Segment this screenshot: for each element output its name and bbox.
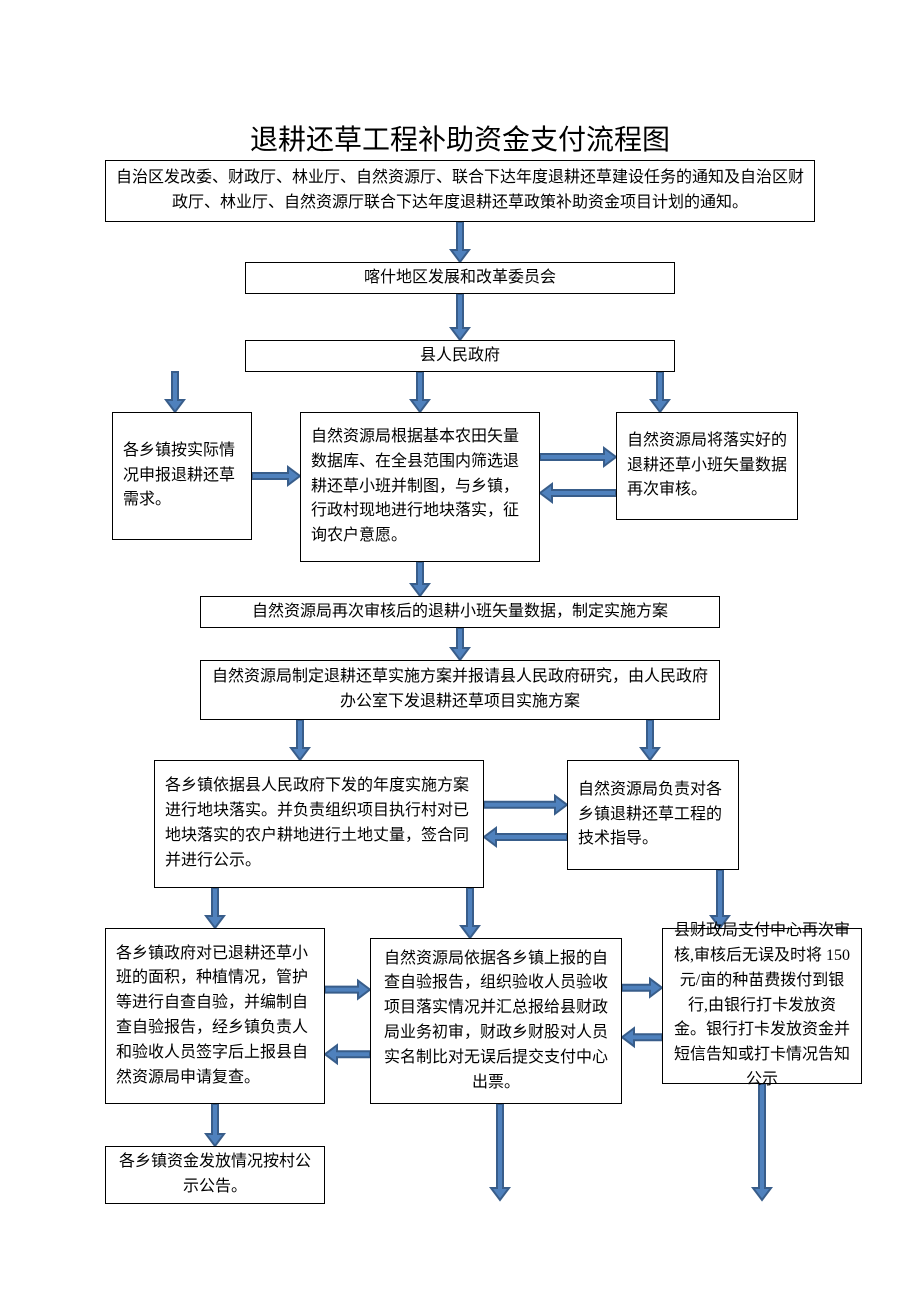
flow-arrow <box>451 628 469 660</box>
flow-node-n7: 自然资源局再次审核后的退耕小班矢量数据，制定实施方案 <box>200 596 720 628</box>
flow-node-text: 自然资源局依据各乡镇上报的自查自验报告，组织验收人员验收项目落实情况并汇总报给县… <box>381 947 611 1096</box>
chart-title: 退耕还草工程补助资金支付流程图 <box>0 118 920 158</box>
flow-arrow <box>291 720 309 760</box>
flow-arrow <box>451 222 469 262</box>
flow-node-n8: 自然资源局制定退耕还草实施方案并报请县人民政府研究，由人民政府办公室下发退耕还草… <box>200 660 720 720</box>
flow-node-text: 县财政局支付中心再次审核,审核后无误及时将 150元/亩的种苗费拨付到银行,由银… <box>673 919 851 1093</box>
flow-node-text: 自然资源局将落实好的退耕还草小班矢量数据再次审核。 <box>627 429 787 503</box>
flow-node-text: 各乡镇资金发放情况按村公示公告。 <box>116 1150 314 1200</box>
flow-node-n14: 各乡镇资金发放情况按村公示公告。 <box>105 1146 325 1204</box>
flow-node-text: 自然资源局根据基本农田矢量数据库、在全县范围内筛选退耕还草小班并制图，与乡镇，行… <box>311 425 529 549</box>
flow-arrow <box>484 796 567 814</box>
flow-node-text: 自然资源局再次审核后的退耕小班矢量数据，制定实施方案 <box>252 600 668 625</box>
flow-node-n5: 自然资源局根据基本农田矢量数据库、在全县范围内筛选退耕还草小班并制图，与乡镇，行… <box>300 412 540 562</box>
flow-arrow <box>461 888 479 938</box>
flow-node-n12: 自然资源局依据各乡镇上报的自查自验报告，组织验收人员验收项目落实情况并汇总报给县… <box>370 938 622 1104</box>
flow-arrow <box>651 372 669 412</box>
flow-arrow <box>622 1028 662 1046</box>
flow-node-text: 各乡镇依据县人民政府下发的年度实施方案进行地块落实。并负责组织项目执行村对已地块… <box>165 774 473 873</box>
flow-arrow <box>325 981 370 999</box>
flow-node-n6: 自然资源局将落实好的退耕还草小班矢量数据再次审核。 <box>616 412 798 520</box>
flow-arrow <box>411 562 429 596</box>
flow-arrow <box>641 720 659 760</box>
flow-node-n10: 自然资源局负责对各乡镇退耕还草工程的技术指导。 <box>567 760 739 870</box>
flow-arrow <box>411 372 429 412</box>
flow-node-text: 自治区发改委、财政厅、林业厅、自然资源厅、联合下达年度退耕还草建设任务的通知及自… <box>116 166 804 216</box>
flow-node-text: 县人民政府 <box>420 344 500 369</box>
flowchart-canvas: 退耕还草工程补助资金支付流程图 自治区发改委、财政厅、林业厅、自然资源厅、联合下… <box>0 0 920 1301</box>
flow-arrow <box>622 979 662 997</box>
flow-arrow <box>166 372 184 412</box>
flow-arrow <box>484 828 567 846</box>
flow-node-text: 喀什地区发展和改革委员会 <box>364 266 556 291</box>
flow-node-n3: 县人民政府 <box>245 340 675 372</box>
flow-arrow <box>206 888 224 928</box>
flow-node-text: 各乡镇按实际情况申报退耕还草需求。 <box>123 439 241 513</box>
flow-node-text: 自然资源局负责对各乡镇退耕还草工程的技术指导。 <box>578 778 728 852</box>
flow-node-n4: 各乡镇按实际情况申报退耕还草需求。 <box>112 412 252 540</box>
flow-node-text: 各乡镇政府对已退耕还草小班的面积，种植情况，管护等进行自查自验，并编制自查自验报… <box>116 942 314 1091</box>
flow-arrow <box>540 484 616 502</box>
flow-node-n1: 自治区发改委、财政厅、林业厅、自然资源厅、联合下达年度退耕还草建设任务的通知及自… <box>105 160 815 222</box>
flow-node-n13: 县财政局支付中心再次审核,审核后无误及时将 150元/亩的种苗费拨付到银行,由银… <box>662 928 862 1084</box>
flow-node-n2: 喀什地区发展和改革委员会 <box>245 262 675 294</box>
flow-arrow <box>540 448 616 466</box>
flow-arrow <box>753 1084 771 1200</box>
flow-arrow <box>491 1104 509 1200</box>
flow-arrow <box>325 1045 370 1063</box>
flow-node-n11: 各乡镇政府对已退耕还草小班的面积，种植情况，管护等进行自查自验，并编制自查自验报… <box>105 928 325 1104</box>
flow-arrow <box>451 294 469 340</box>
flow-arrow <box>252 467 300 485</box>
flow-arrow <box>206 1104 224 1146</box>
flow-node-n9: 各乡镇依据县人民政府下发的年度实施方案进行地块落实。并负责组织项目执行村对已地块… <box>154 760 484 888</box>
flow-node-text: 自然资源局制定退耕还草实施方案并报请县人民政府研究，由人民政府办公室下发退耕还草… <box>211 665 709 715</box>
